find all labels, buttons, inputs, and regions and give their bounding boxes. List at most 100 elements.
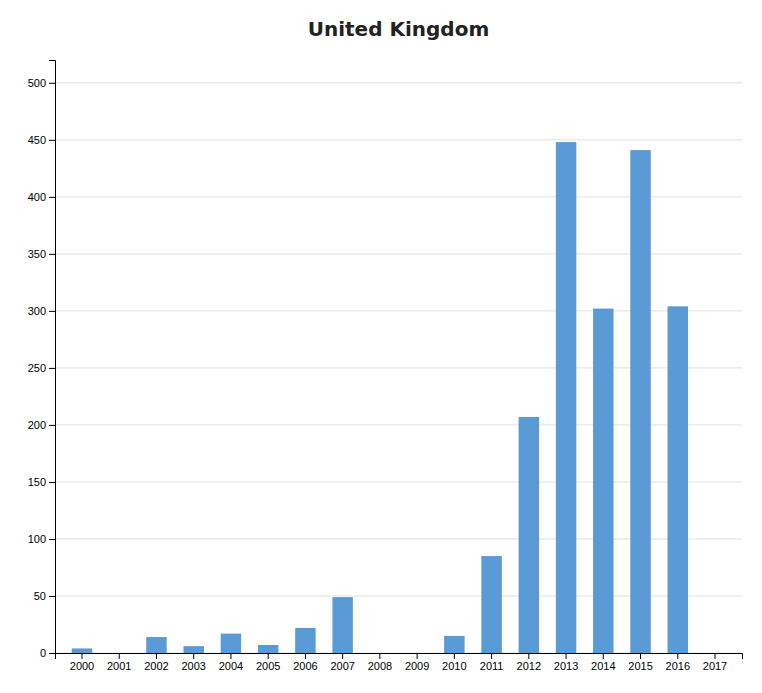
y-tick: 50	[34, 590, 55, 602]
x-tick-label: 2009	[405, 660, 429, 672]
x-tick: 2016	[666, 653, 690, 672]
bar	[221, 634, 241, 653]
x-tick-label: 2017	[703, 660, 727, 672]
bar	[705, 653, 725, 654]
x-tick-mark	[528, 653, 529, 659]
x-tick-mark	[156, 653, 157, 659]
y-tick: 300	[28, 305, 55, 317]
y-tick: 400	[28, 191, 55, 203]
x-axis: 2000 2001 2002 2003 2004 2005 2006 2007 2008 2009…	[56, 653, 743, 672]
x-tick-label: 2002	[144, 660, 168, 672]
y-tick: 250	[28, 362, 55, 374]
y-tick-label: 50	[34, 590, 46, 602]
x-tick: 2017	[703, 653, 727, 672]
x-tick-label: 2016	[666, 660, 690, 672]
x-tick-mark	[491, 653, 492, 659]
y-tick-mark	[49, 254, 55, 255]
x-tick: 2001	[107, 653, 131, 672]
x-tick: 2006	[293, 653, 317, 672]
x-tick-label: 2015	[628, 660, 652, 672]
x-tick-label: 2008	[368, 660, 392, 672]
bar	[630, 150, 650, 653]
x-tick-mark	[566, 653, 567, 659]
x-tick-label: 2006	[293, 660, 317, 672]
x-tick-mark	[268, 653, 269, 659]
bar	[332, 597, 352, 653]
bar	[556, 142, 576, 653]
x-tick-label: 2010	[442, 660, 466, 672]
y-tick-label: 250	[28, 362, 46, 374]
grid-line	[55, 82, 742, 83]
bars	[72, 142, 688, 653]
title: United Kingdom	[308, 17, 490, 41]
grid-line	[55, 139, 742, 140]
bar	[109, 653, 129, 654]
y-tick: 150	[28, 476, 55, 488]
bar	[519, 417, 539, 653]
x-tick: 2012	[517, 653, 541, 672]
axis-line	[49, 61, 56, 654]
x-tick: 2005	[256, 653, 280, 672]
y-tick-label: 350	[28, 248, 46, 260]
y-tick-mark	[49, 539, 55, 540]
x-tick-mark	[417, 653, 418, 659]
x-tick-mark	[193, 653, 194, 659]
x-tick: 2010	[442, 653, 466, 672]
bar	[444, 636, 464, 653]
x-tick: 2015	[628, 653, 652, 672]
y-tick-mark	[49, 425, 55, 426]
x-tick-label: 2013	[554, 660, 578, 672]
plot-area: 2000200120022003200420052006200720082009…	[28, 61, 743, 672]
bar	[146, 637, 166, 653]
x-tick-label: 2005	[256, 660, 280, 672]
x-tick-mark	[342, 653, 343, 659]
x-tick: 2003	[181, 653, 205, 672]
axis-line	[56, 654, 743, 660]
x-tick: 2008	[368, 653, 392, 672]
x-tick-label: 2001	[107, 660, 131, 672]
x-tick-label: 2000	[70, 660, 94, 672]
x-tick-mark	[603, 653, 604, 659]
y-tick: 100	[28, 533, 55, 545]
bar	[593, 309, 613, 653]
y-tick-mark	[49, 482, 55, 483]
y-tick-mark	[49, 83, 55, 84]
y-tick-mark	[49, 653, 55, 654]
x-tick-label: 2003	[181, 660, 205, 672]
bar	[668, 306, 688, 653]
x-tick-mark	[379, 653, 380, 659]
x-tick-mark	[119, 653, 120, 659]
bar	[183, 646, 203, 653]
y-axis: 0 50 100 150 200 250 300 350 400 450 500	[28, 61, 56, 660]
x-tick: 2013	[554, 653, 578, 672]
x-tick-label: 2011	[480, 660, 504, 672]
grid	[55, 83, 742, 653]
x-tick: 2004	[219, 653, 243, 672]
x-tick-label: 2007	[330, 660, 354, 672]
bar	[407, 653, 427, 654]
y-tick: 350	[28, 248, 55, 260]
y-tick-mark	[49, 596, 55, 597]
x-tick-mark	[305, 653, 306, 659]
y-tick: 0	[40, 647, 55, 659]
x-tick-mark	[81, 653, 82, 659]
bar	[295, 628, 315, 653]
y-tick-mark	[49, 197, 55, 198]
x-tick-label: 2004	[219, 660, 243, 672]
y-tick-label: 200	[28, 419, 46, 431]
bar	[370, 653, 390, 654]
y-tick-label: 400	[28, 191, 46, 203]
bar	[481, 556, 501, 653]
y-tick-mark	[49, 140, 55, 141]
x-tick: 2007	[330, 653, 354, 672]
x-tick-mark	[640, 653, 641, 659]
chart: 2000200120022003200420052006200720082009…	[0, 0, 762, 693]
y-tick-label: 500	[28, 77, 46, 89]
y-tick-label: 450	[28, 134, 46, 146]
x-tick-label: 2012	[517, 660, 541, 672]
bar	[258, 645, 278, 653]
y-tick-mark	[49, 311, 55, 312]
x-tick-mark	[454, 653, 455, 659]
x-tick: 2000	[70, 653, 94, 672]
x-tick-mark	[715, 653, 716, 659]
